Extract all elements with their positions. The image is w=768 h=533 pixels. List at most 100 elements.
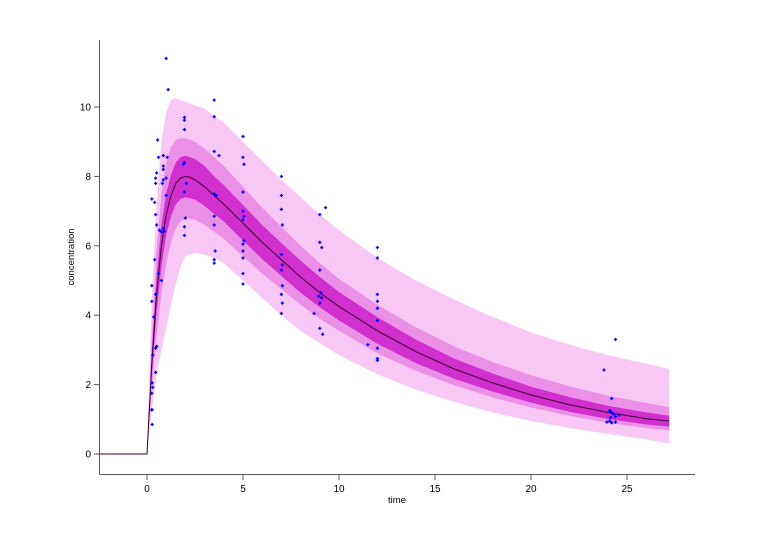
observed-point <box>166 88 170 92</box>
y-tick-label: 6 <box>85 241 91 252</box>
x-axis: 0 5 10 15 20 25 <box>99 474 695 495</box>
y-tick-label: 10 <box>80 103 92 114</box>
observed-point <box>602 368 606 372</box>
observed-point <box>279 311 283 316</box>
observed-point <box>153 258 157 262</box>
observed-point <box>241 218 245 222</box>
observed-point <box>212 192 216 196</box>
observed-point <box>312 311 316 316</box>
observed-point <box>152 315 156 319</box>
observed-point <box>242 238 246 243</box>
observed-point <box>241 242 245 246</box>
observed-point <box>280 284 284 288</box>
observed-point <box>323 206 328 210</box>
observed-point <box>279 292 283 296</box>
observed-point <box>164 176 168 180</box>
observed-point <box>150 422 154 427</box>
observed-point <box>241 256 245 260</box>
observed-point <box>154 176 158 180</box>
observed-point <box>318 301 322 305</box>
observed-point <box>154 346 158 350</box>
observed-point <box>613 414 618 419</box>
observed-point <box>159 278 163 283</box>
observed-point <box>212 214 216 218</box>
y-tick-label: 0 <box>85 450 91 461</box>
observed-point <box>151 353 155 357</box>
observed-point <box>154 370 158 375</box>
observed-point <box>150 391 154 395</box>
observed-point <box>156 271 161 276</box>
observed-point <box>242 214 246 218</box>
y-axis: 0 2 4 6 8 10 <box>80 40 100 475</box>
observed-point <box>182 225 187 229</box>
observed-point <box>375 256 379 260</box>
observed-point <box>241 134 245 139</box>
observed-point <box>182 118 187 122</box>
observed-point <box>165 155 169 159</box>
observed-point <box>181 162 186 166</box>
observed-point <box>279 268 283 272</box>
observed-point <box>279 193 283 198</box>
outer-band-area <box>147 98 670 455</box>
observed-point <box>241 190 245 194</box>
observed-point <box>375 346 379 350</box>
observed-point <box>605 420 609 424</box>
observed-point <box>182 190 187 194</box>
observed-point <box>279 174 283 178</box>
observed-point <box>213 249 217 253</box>
observed-point <box>617 413 621 417</box>
observed-point <box>184 181 188 185</box>
observed-point <box>164 193 168 198</box>
observed-point <box>154 292 158 296</box>
observed-point <box>608 409 612 413</box>
observed-point <box>182 115 187 120</box>
observed-point <box>279 207 283 211</box>
observed-point <box>241 271 245 276</box>
observed-point <box>154 181 158 185</box>
observed-point <box>319 291 323 295</box>
observed-point <box>217 153 221 158</box>
observed-point <box>161 153 165 158</box>
y-tick-label: 4 <box>85 311 91 322</box>
observed-point <box>159 230 163 234</box>
observed-point <box>317 294 321 298</box>
y-tick-label: 2 <box>85 380 91 391</box>
observed-point <box>613 337 618 342</box>
y-tick-label: 8 <box>85 172 91 183</box>
observed-point <box>610 410 614 414</box>
observed-point <box>366 343 370 347</box>
observed-point <box>613 420 618 424</box>
observed-point <box>183 216 187 220</box>
observed-point <box>155 344 159 349</box>
observed-point <box>164 56 168 61</box>
inner-band-area <box>147 155 670 454</box>
observed-point <box>182 127 187 132</box>
observed-point <box>155 171 159 175</box>
observed-point <box>375 358 379 362</box>
observed-point <box>608 419 612 423</box>
observed-point <box>280 223 284 227</box>
observed-point <box>375 306 379 310</box>
x-tick-label: 0 <box>144 484 150 495</box>
observed-point <box>212 261 216 265</box>
median-line <box>99 175 670 455</box>
observed-point <box>279 252 283 257</box>
observed-point <box>280 301 284 305</box>
observed-point <box>161 178 165 182</box>
band-inner <box>147 155 670 454</box>
observed-point <box>375 299 379 303</box>
observed-point <box>212 223 216 227</box>
observed-point <box>161 226 165 231</box>
x-tick-label: 5 <box>240 484 246 495</box>
observed-point <box>610 396 614 401</box>
observed-point <box>241 282 245 286</box>
band-outer <box>147 98 670 455</box>
observed-point <box>150 407 154 412</box>
observed-point <box>241 249 245 253</box>
observed-point <box>154 212 158 217</box>
observed-point <box>161 164 165 168</box>
observed-point <box>151 385 155 389</box>
observed-point <box>242 162 246 166</box>
observed-point <box>162 229 166 233</box>
